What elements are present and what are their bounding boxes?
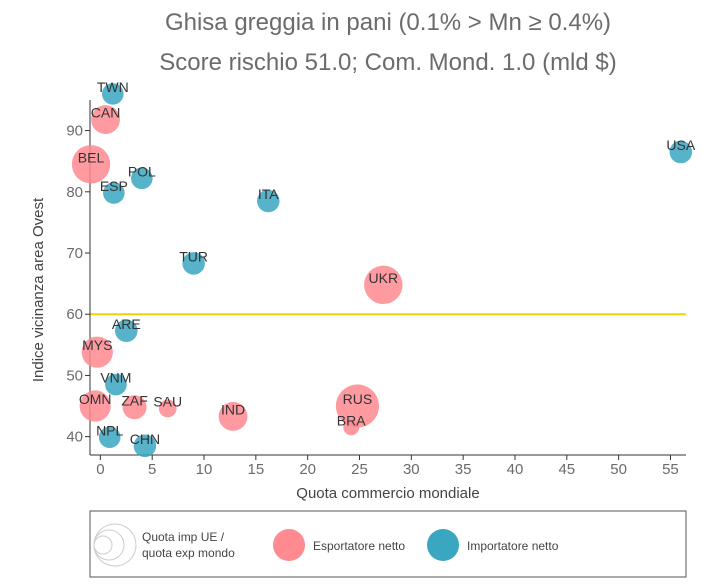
y-tick-label-80: 80 [66,184,83,201]
bubble-label-esp: ESP [100,178,128,194]
bubble-label-bel: BEL [78,149,105,165]
x-tick-label-10: 10 [196,461,213,478]
x-tick-label-25: 25 [351,461,368,478]
x-tick-label-35: 35 [455,461,472,478]
x-tick-label-50: 50 [610,461,627,478]
bubble-label-rus: RUS [343,391,373,407]
bubble-label-vnm: VNM [100,370,131,386]
legend-size-label-line-2: quota exp mondo [142,546,235,560]
bubble-label-are: ARE [112,316,141,332]
bubble-ukr [364,265,403,305]
bubble-npl [98,426,121,449]
bubble-label-ukr: UKR [369,270,399,286]
bubble-twn [102,83,124,105]
y-tick-label-90: 90 [66,123,83,140]
legend: Quota imp UE / quota exp mondo Esportato… [89,510,687,578]
legend-box [89,510,687,578]
bubble-vnm [105,373,127,396]
bubble-label-sau: SAU [153,393,182,409]
bubble-label-chn: CHN [130,431,160,447]
y-axis-label: Indice vicinanza area Ovest [30,197,47,382]
x-tick-label-55: 55 [662,461,679,478]
bubble-layer [71,83,693,458]
bubble-label-ind: IND [221,401,245,417]
bubble-usa [669,140,693,164]
x-tick-label-15: 15 [247,461,264,478]
bubble-label-mys: MYS [82,337,112,353]
legend-importer-label: Importatore netto [467,539,559,553]
legend-importer-swatch [427,529,459,561]
x-tick-label-40: 40 [507,461,524,478]
legend-exporter-label: Esportatore netto [313,539,405,553]
bubble-can [91,105,120,134]
bubble-bra [343,419,360,436]
x-tick-label-45: 45 [558,461,575,478]
x-tick-label-20: 20 [299,461,316,478]
legend-size-label-line-1: Quota imp UE / [142,530,225,544]
bubble-label-tur: TUR [179,248,208,264]
bubble-label-npl: NPL [96,422,123,438]
x-tick-label-30: 30 [403,461,420,478]
chart-title-line-1: Ghisa greggia in pani (0.1% > Mn ≥ 0.4%) [165,9,611,36]
y-tick-label-70: 70 [66,245,83,262]
bubble-bel [71,145,111,184]
bubble-label-bra: BRA [337,412,366,428]
bubble-zaf [122,395,147,420]
bubble-label-zaf: ZAF [121,392,147,408]
x-axis-ticks: 0 5 10 15 20 25 30 35 40 45 50 55 [96,455,679,478]
bubble-sau [158,399,177,418]
chart-title-line-2: Score rischio 51.0; Com. Mond. 1.0 (mld … [159,49,617,76]
bubble-ind [218,402,248,431]
legend-exporter-swatch [273,529,305,561]
bubble-esp [103,182,125,204]
bubble-label-pol: POL [128,163,156,179]
y-axis-ticks: 40 50 60 70 80 90 [66,123,90,446]
x-axis-label: Quota commercio mondiale [296,485,479,502]
bubble-rus [335,384,380,428]
y-tick-label-50: 50 [66,367,83,384]
bubble-chn [133,434,157,458]
bubble-ita [257,189,280,213]
bubble-label-ita: ITA [258,186,279,202]
bubble-tur [182,252,205,275]
bubble-mys [81,336,113,368]
bubble-pol [131,167,153,190]
bubble-label-usa: USA [666,137,695,153]
bubble-label-twn: TWN [97,79,129,95]
bubble-omn [79,390,111,422]
y-tick-label-40: 40 [66,429,83,446]
x-tick-label-5: 5 [148,461,156,478]
chart-title: Ghisa greggia in pani (0.1% > Mn ≥ 0.4%)… [159,9,617,76]
bubble-label-can: CAN [91,105,121,121]
legend-size-icon [93,523,137,567]
bubble-are [114,319,138,343]
bubble-label-omn: OMN [79,391,112,407]
y-tick-label-60: 60 [66,306,83,323]
x-tick-label-0: 0 [96,461,104,478]
